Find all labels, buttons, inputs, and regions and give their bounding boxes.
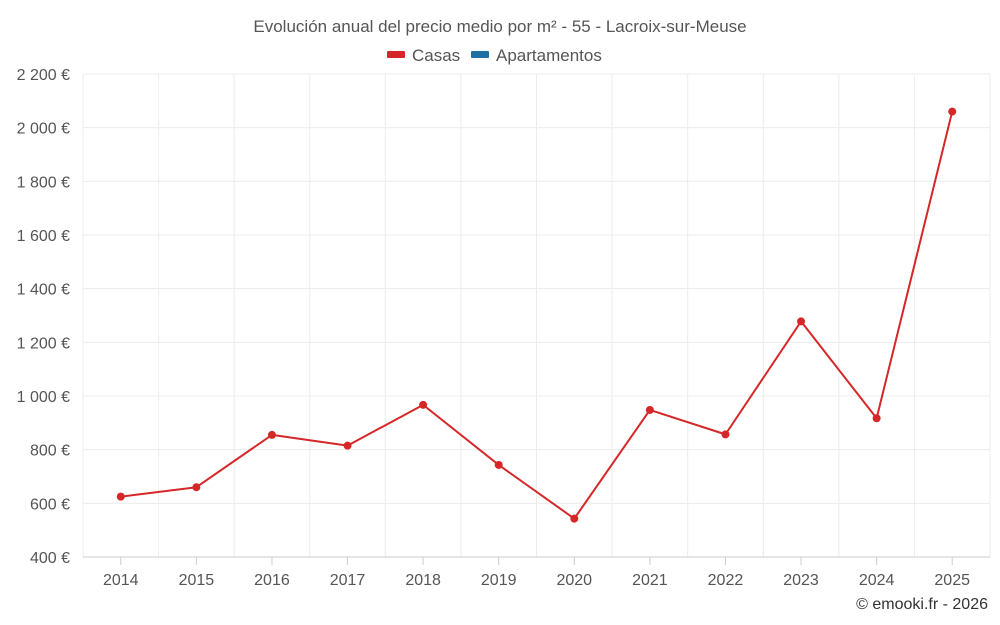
y-tick-label: 400 €: [30, 550, 70, 567]
y-tick-label: 600 €: [30, 496, 70, 513]
chart-title: Evolución anual del precio medio por m² …: [253, 17, 746, 36]
data-point-casas-2021[interactable]: [645, 405, 654, 414]
data-point-casas-2014[interactable]: [116, 492, 125, 501]
data-point-casas-2019[interactable]: [494, 460, 503, 469]
data-point-casas-2016[interactable]: [267, 430, 276, 439]
x-tick-label: 2019: [481, 572, 517, 589]
x-tick-label: 2024: [859, 572, 895, 589]
y-axis: 400 € 600 € 800 € 1 000 € 1 200 € 1 400 € 1 60…: [17, 67, 70, 567]
x-tick-label: 2025: [934, 572, 970, 589]
legend-swatch-casas: [387, 51, 405, 58]
legend: Casas Apartamentos: [387, 46, 602, 65]
data-point-casas-2025[interactable]: [948, 107, 957, 116]
legend-item-casas[interactable]: Casas: [387, 46, 460, 65]
x-tick-label: 2018: [405, 572, 441, 589]
legend-label-apartamentos: Apartamentos: [496, 46, 602, 65]
data-point-casas-2017[interactable]: [343, 441, 352, 450]
y-tick-label: 2 000 €: [17, 121, 70, 138]
data-point-casas-2023[interactable]: [797, 317, 806, 326]
series-line-casas: [120, 111, 954, 520]
y-tick-label: 1 000 €: [17, 389, 70, 406]
x-tick-label: 2015: [179, 572, 215, 589]
y-tick-label: 1 200 €: [17, 335, 70, 352]
legend-item-apartamentos[interactable]: Apartamentos: [471, 46, 602, 65]
x-axis: 2014 2015 2016 2017 2018 2019 2020 2021 2022 2023…: [83, 556, 990, 589]
legend-swatch-apartamentos: [471, 51, 489, 58]
x-tick-label: 2022: [708, 572, 744, 589]
x-tick-label: 2014: [103, 572, 139, 589]
data-point-casas-2020[interactable]: [570, 514, 579, 523]
y-tick-label: 1 800 €: [17, 174, 70, 191]
x-tick-label: 2023: [783, 572, 819, 589]
data-point-casas-2022[interactable]: [721, 430, 730, 439]
y-tick-label: 2 200 €: [17, 67, 70, 84]
data-point-casas-2018[interactable]: [419, 400, 428, 409]
x-tick-label: 2017: [330, 572, 366, 589]
data-point-casas-2024[interactable]: [872, 414, 881, 423]
x-tick-label: 2021: [632, 572, 668, 589]
credit: © emooki.fr - 2026: [856, 596, 988, 613]
x-tick-label: 2020: [556, 572, 592, 589]
y-tick-label: 800 €: [30, 443, 70, 460]
legend-label-casas: Casas: [412, 46, 460, 65]
data-point-casas-2015[interactable]: [192, 483, 201, 492]
y-tick-label: 1 400 €: [17, 282, 70, 299]
series-casas: [116, 107, 957, 523]
y-tick-label: 1 600 €: [17, 228, 70, 245]
x-tick-label: 2016: [254, 572, 290, 589]
grid: [82, 73, 991, 558]
